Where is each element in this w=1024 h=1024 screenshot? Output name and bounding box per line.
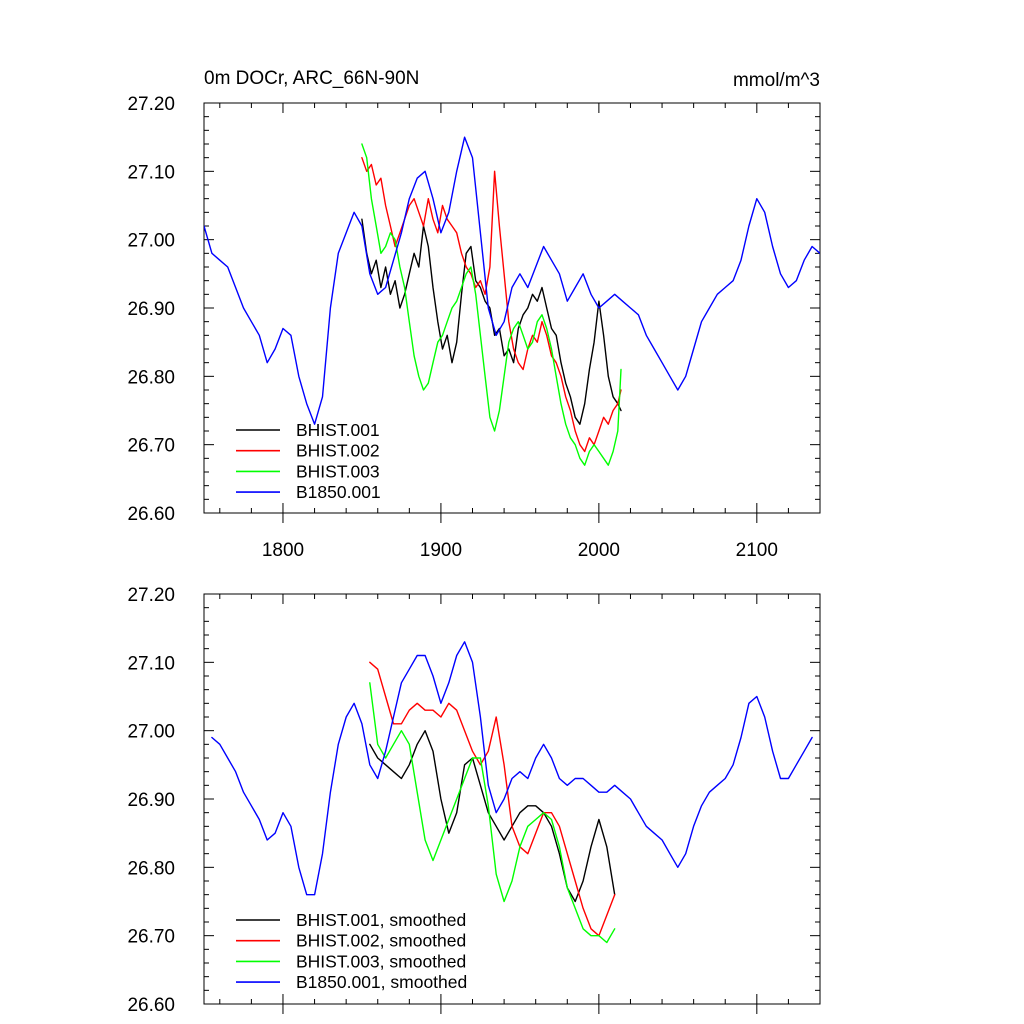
bottom-series-line-0	[369, 730, 616, 903]
legend-label: BHIST.001	[296, 420, 380, 440]
legend-label: B1850.001, smoothed	[296, 972, 467, 992]
x-tick-label: 2000	[578, 540, 620, 561]
y-tick-label: 26.60	[127, 995, 175, 1016]
x-tick-label: 1900	[420, 540, 462, 561]
bottom-series-line-3	[211, 641, 813, 896]
bottom-panel: 26.60 26.70 26.80 26.90 27.00 27.10 27.20 BHIST…	[127, 585, 821, 1016]
legend-label: BHIST.001, smoothed	[296, 910, 466, 930]
y-tick-label: 26.70	[127, 927, 175, 948]
legend-label: BHIST.002	[296, 441, 380, 461]
top-panel-units: mmol/m^3	[733, 70, 820, 91]
bottom-series-group	[211, 641, 813, 944]
y-tick-label: 26.80	[127, 367, 175, 388]
y-tick-label: 27.10	[127, 653, 175, 674]
legend-label: B1850.001	[296, 482, 381, 502]
top-series-line-3	[204, 136, 820, 425]
top-panel: 0m DOCr, ARC_66N-90N mmol/m^3 26.60 26.70…	[127, 68, 821, 561]
y-tick-label: 27.10	[127, 162, 175, 183]
y-tick-label: 26.70	[127, 436, 175, 457]
bottom-series-line-2	[369, 682, 616, 944]
top-series-group	[204, 136, 820, 466]
top-panel-title: 0m DOCr, ARC_66N-90N	[204, 68, 419, 89]
y-tick-label: 27.00	[127, 231, 175, 252]
y-tick-label: 26.90	[127, 790, 175, 811]
top-series-line-2	[361, 143, 622, 466]
legend-label: BHIST.003	[296, 461, 380, 481]
legend-label: BHIST.003, smoothed	[296, 951, 466, 971]
x-tick-label: 1800	[262, 540, 304, 561]
y-tick-label: 27.20	[127, 585, 175, 606]
top-series-line-0	[361, 218, 622, 425]
bottom-series-line-1	[369, 661, 616, 937]
y-tick-label: 27.20	[127, 94, 175, 115]
y-tick-label: 26.80	[127, 858, 175, 879]
legend-label: BHIST.002, smoothed	[296, 931, 466, 951]
x-tick-label: 2100	[736, 540, 778, 561]
y-tick-label: 27.00	[127, 722, 175, 743]
y-tick-label: 26.60	[127, 504, 175, 525]
y-tick-label: 26.90	[127, 299, 175, 320]
